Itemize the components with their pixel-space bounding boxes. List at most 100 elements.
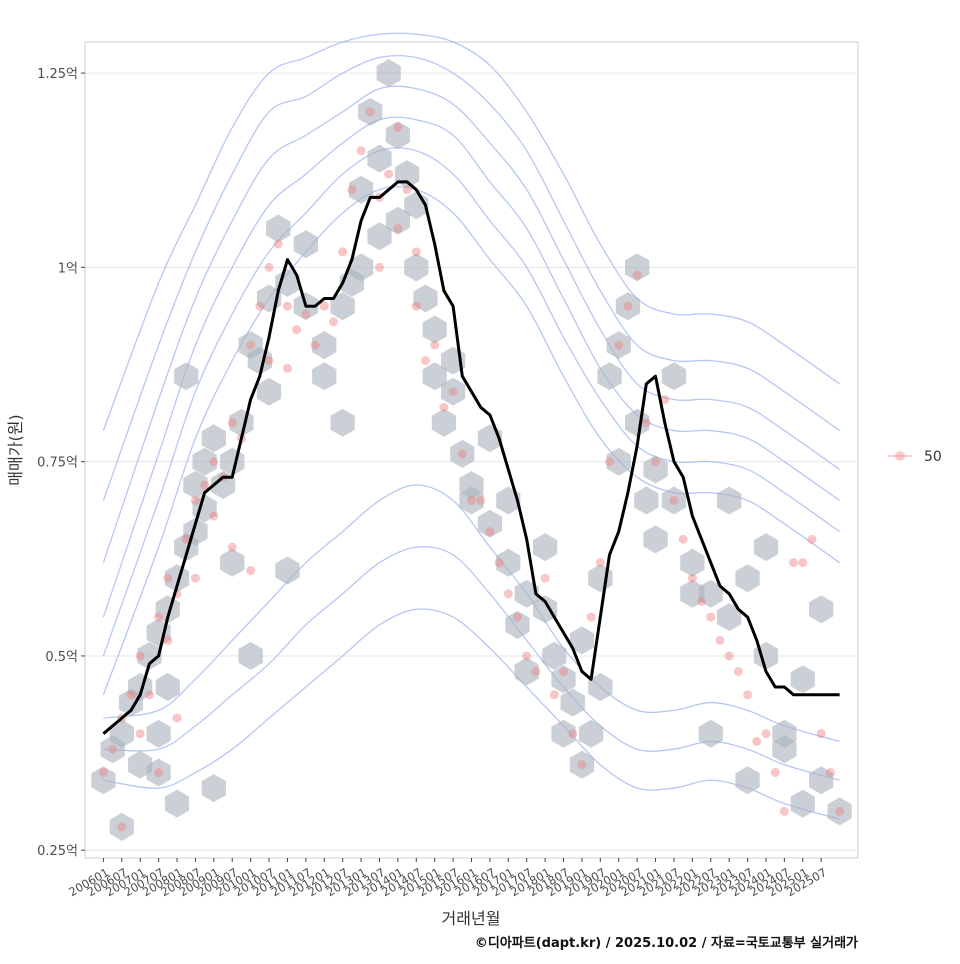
- density-contour: [103, 484, 840, 743]
- hexbin-cell: [330, 292, 355, 321]
- data-point: [347, 185, 357, 195]
- y-tick-label: 1억: [58, 261, 78, 276]
- data-point: [448, 387, 458, 397]
- data-point: [577, 760, 587, 770]
- legend: 50: [888, 449, 942, 465]
- y-axis-title: 매매가(원): [6, 414, 25, 485]
- data-point: [614, 340, 624, 350]
- data-point: [181, 534, 191, 544]
- hexbin-cell: [790, 665, 815, 694]
- hexbin-cell: [330, 408, 355, 437]
- hexbin-cell: [312, 331, 337, 360]
- data-point: [374, 262, 384, 272]
- data-point: [163, 635, 173, 645]
- data-point: [319, 301, 329, 311]
- hexbin-cell: [293, 230, 318, 259]
- hexbin-cell: [220, 548, 245, 577]
- data-point: [761, 729, 771, 739]
- data-point: [770, 768, 780, 778]
- data-point: [246, 340, 256, 350]
- hexbin-cell: [413, 284, 438, 313]
- hexbin-cell: [809, 766, 834, 795]
- hexbin-cell: [367, 222, 392, 251]
- data-point: [595, 558, 605, 568]
- data-point: [752, 736, 762, 746]
- data-point: [209, 457, 219, 467]
- data-point: [430, 340, 440, 350]
- data-point: [706, 612, 716, 622]
- data-point: [531, 666, 541, 676]
- hexbin-cell: [385, 206, 410, 235]
- hexbin-cell: [542, 641, 567, 670]
- data-point: [503, 589, 513, 599]
- data-point: [282, 363, 292, 373]
- hexbin-cell: [109, 719, 134, 748]
- hexbin-cell: [634, 486, 659, 515]
- legend-label: 50: [924, 449, 942, 465]
- data-point: [494, 558, 504, 568]
- hexbin-cell: [183, 471, 208, 499]
- hexbin-cell: [606, 331, 631, 360]
- data-point: [697, 597, 707, 607]
- density-contour: [102, 85, 840, 563]
- data-point: [485, 527, 495, 537]
- hexbin-cell: [606, 447, 631, 476]
- hexbin-cell: [551, 665, 576, 694]
- hexbin-cell: [256, 377, 282, 406]
- data-point: [264, 356, 274, 366]
- data-point: [678, 534, 688, 544]
- hexbin-cell: [661, 486, 687, 515]
- data-point: [439, 402, 449, 412]
- hexbin-cell: [625, 253, 650, 282]
- data-point: [135, 651, 145, 661]
- hexbin-cell: [348, 253, 374, 282]
- y-tick-label: 0.5억: [45, 650, 78, 665]
- hexbin-cell: [735, 564, 760, 593]
- data-point: [301, 309, 311, 319]
- data-point: [540, 573, 550, 583]
- data-point: [825, 768, 835, 778]
- hexbin-cell: [597, 362, 622, 391]
- data-point: [798, 558, 808, 568]
- data-point: [310, 340, 320, 350]
- density-contours: [102, 32, 840, 820]
- data-point: [209, 511, 219, 521]
- data-point: [227, 542, 237, 552]
- data-point: [273, 239, 283, 249]
- data-point: [807, 534, 817, 544]
- hexbin-cell: [790, 789, 815, 818]
- hexbin-cell: [551, 719, 576, 748]
- data-point: [476, 496, 486, 506]
- caption: ©디아파트(dapt.kr) / 2025.10.02 / 자료=국토교통부 실…: [475, 935, 858, 951]
- data-point: [292, 325, 302, 335]
- data-point: [108, 744, 118, 754]
- hexbin-cell: [348, 175, 374, 204]
- hexbin-cell: [505, 610, 530, 639]
- hexbin-cell: [312, 362, 337, 391]
- data-point: [190, 496, 200, 506]
- y-axis: 0.25억 0.5억 0.75억 1억 1.25억: [37, 67, 85, 859]
- data-point: [779, 806, 789, 816]
- hexbin-cell: [450, 439, 475, 468]
- hexbin-cell: [367, 144, 392, 173]
- data-point: [117, 822, 127, 832]
- hexbin-cell: [192, 447, 217, 476]
- data-point: [384, 169, 394, 179]
- density-contour: [102, 186, 840, 696]
- data-point: [356, 146, 366, 156]
- data-point: [154, 768, 164, 778]
- density-contour: [103, 608, 840, 820]
- hexbin-cell: [717, 603, 742, 632]
- hexbin-cell: [91, 766, 116, 795]
- hexbin-cell: [735, 766, 760, 795]
- data-point: [467, 496, 476, 506]
- data-point: [126, 690, 136, 700]
- data-point: [282, 301, 292, 311]
- hexbin-cell: [588, 673, 613, 701]
- hexbin-cell: [155, 595, 180, 624]
- data-point: [789, 558, 799, 568]
- data-point: [687, 573, 697, 583]
- hexbin-cell: [174, 362, 199, 391]
- hexbin-cell: [404, 253, 429, 282]
- hexbin-cell: [496, 548, 521, 577]
